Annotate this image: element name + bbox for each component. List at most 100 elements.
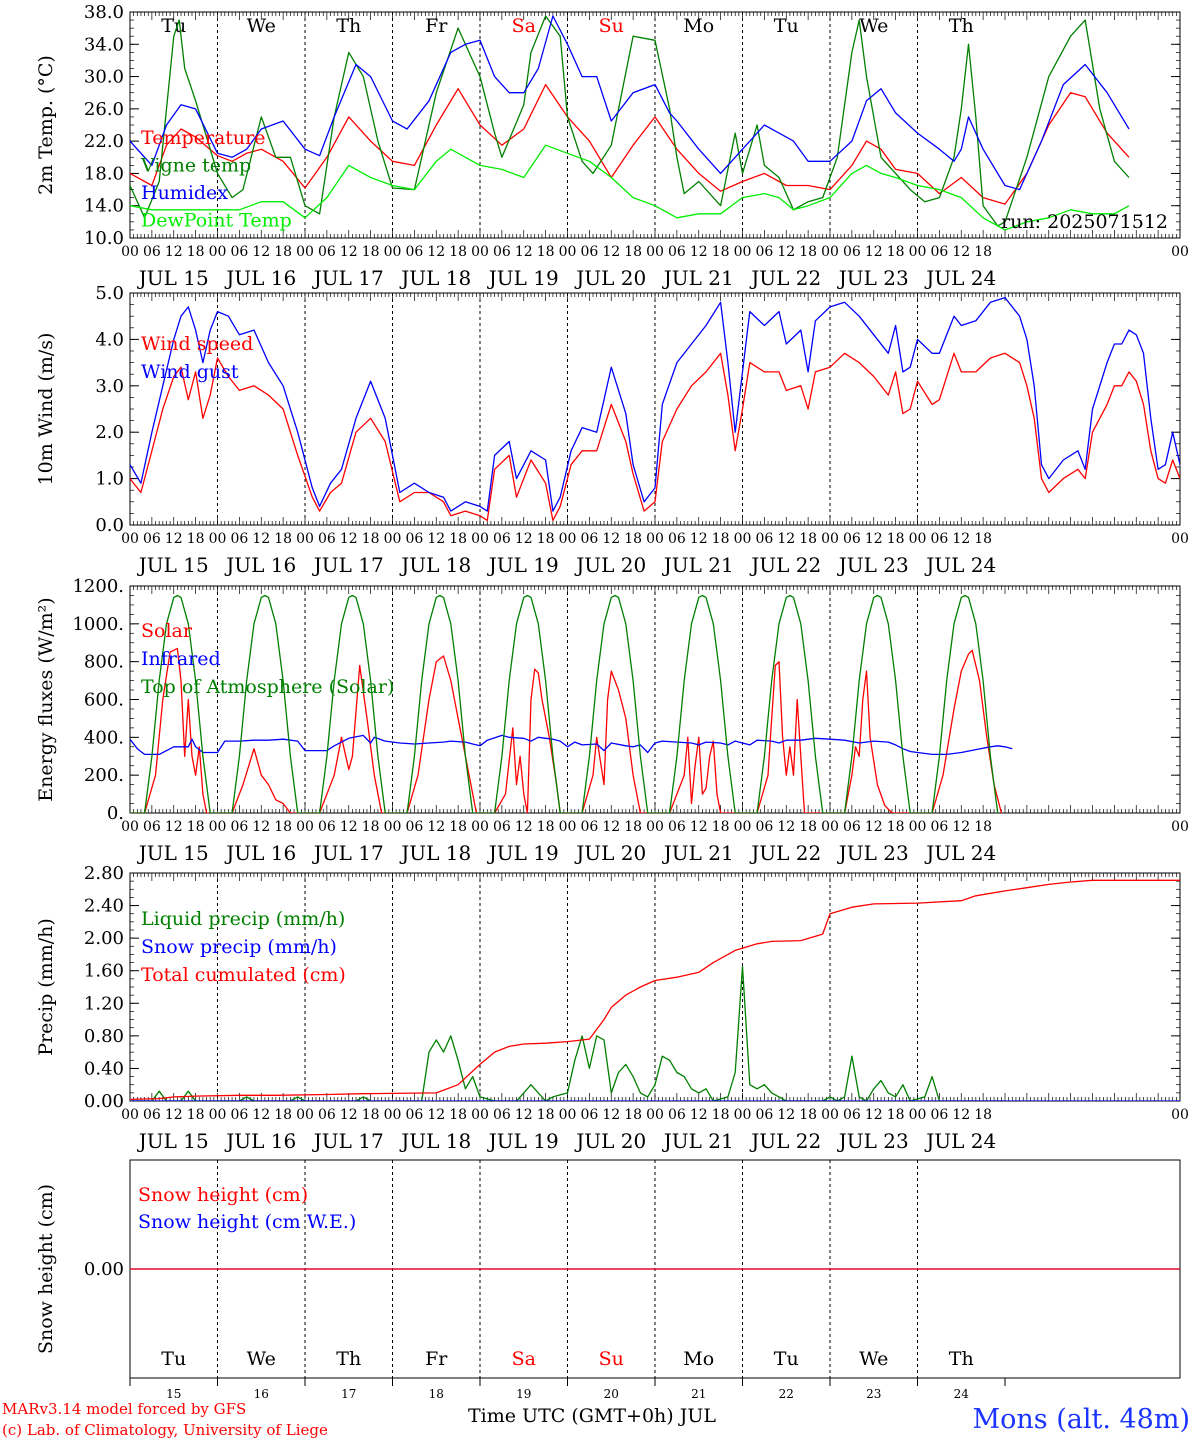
hour-label: 12 (690, 531, 708, 547)
y-tick-label: 1000. (72, 614, 124, 635)
y-tick-label: 38.0 (84, 2, 124, 23)
hour-label: 12 (340, 531, 358, 547)
hour-label: 06 (843, 244, 861, 260)
hour-label: 00 (384, 244, 402, 260)
hour-label: 06 (580, 819, 598, 835)
hour-label: 00 (909, 244, 927, 260)
weekday-label: Tu (774, 15, 799, 37)
hour-label: 00 (734, 1107, 752, 1123)
hour-label: 00 (471, 244, 489, 260)
y-axis-title: Snow height (cm) (35, 1184, 57, 1354)
hour-label: 00 (909, 819, 927, 835)
day-number-label: 23 (866, 1387, 881, 1401)
hour-label: 12 (515, 819, 533, 835)
hour-label: 18 (187, 531, 205, 547)
hour-label: 12 (602, 1107, 620, 1123)
panel-4: 0.00 0.40 0.80 1.20 1.60 2.00 2.40 2.80 Precip (… (35, 863, 1189, 1153)
date-label: JUL 16 (224, 266, 296, 290)
hour-label: 00 (559, 531, 577, 547)
hour-label: 06 (755, 1107, 773, 1123)
y-tick-label: 2.80 (84, 863, 124, 884)
weekday-label: Tu (774, 1348, 799, 1370)
panels: 10.0 14.0 18.0 22.0 26.0 30.0 34.0 38.0 2m Temp.… (35, 2, 1189, 1401)
y-tick-label: 1.0 (95, 469, 124, 490)
weekday-label: Tu (161, 1348, 186, 1370)
hour-label: 12 (252, 531, 270, 547)
y-tick-label: 0.0 (95, 515, 124, 536)
weekday-label: Sa (512, 15, 536, 37)
hour-label: 12 (165, 244, 183, 260)
hour-label: 06 (668, 244, 686, 260)
weekday-label: Mo (683, 1348, 714, 1370)
weekday-label: Su (599, 15, 624, 37)
hour-label: 18 (274, 244, 292, 260)
hour-label: 00 (821, 1107, 839, 1123)
hour-label: 06 (580, 1107, 598, 1123)
hour-label: 00 (734, 819, 752, 835)
day-number-label: 18 (429, 1387, 444, 1401)
date-label: JUL 18 (399, 553, 471, 577)
date-label: JUL 22 (749, 1129, 821, 1153)
hour-label: 12 (340, 819, 358, 835)
hour-label: 00 (121, 1107, 139, 1123)
weekday-label: Th (949, 15, 974, 37)
weekday-label: Tu (161, 15, 186, 37)
hour-label: 18 (362, 244, 380, 260)
hour-label: 06 (318, 1107, 336, 1123)
y-axis-title: Energy fluxes (W/m²) (35, 597, 57, 801)
hour-label: 12 (602, 244, 620, 260)
hour-label: 12 (777, 244, 795, 260)
hour-label: 00 (1171, 819, 1189, 835)
legend-entry: Top of Atmosphere (Solar) (141, 676, 394, 698)
legend-entry: Wind speed (141, 333, 253, 355)
y-tick-label: 400. (84, 727, 124, 748)
date-label: JUL 23 (837, 266, 909, 290)
hour-label: 06 (843, 1107, 861, 1123)
y-axis-title: 10m Wind (m/s) (35, 333, 57, 486)
date-label: JUL 20 (574, 553, 646, 577)
hour-label: 12 (777, 1107, 795, 1123)
date-label: JUL 16 (224, 553, 296, 577)
y-tick-label: 2.0 (95, 422, 124, 443)
hour-label: 00 (559, 1107, 577, 1123)
day-number-label: 17 (341, 1387, 356, 1401)
hour-label: 18 (624, 819, 642, 835)
hour-label: 12 (427, 1107, 445, 1123)
hour-label: 00 (821, 531, 839, 547)
y-tick-label: 0.00 (84, 1259, 124, 1280)
hour-label: 06 (230, 244, 248, 260)
y-tick-label: 1.20 (84, 993, 124, 1014)
weekday-label: We (859, 1348, 888, 1370)
hour-label: 00 (384, 531, 402, 547)
hour-label: 06 (668, 1107, 686, 1123)
hour-label: 12 (777, 531, 795, 547)
hour-label: 18 (362, 819, 380, 835)
hour-label: 18 (537, 819, 555, 835)
date-label: JUL 24 (924, 266, 996, 290)
hour-label: 06 (405, 244, 423, 260)
hour-label: 18 (974, 244, 992, 260)
hour-label: 18 (624, 531, 642, 547)
hour-label: 06 (930, 531, 948, 547)
weekday-label: Mo (683, 15, 714, 37)
hour-label: 18 (974, 531, 992, 547)
date-label: JUL 22 (749, 266, 821, 290)
hour-label: 12 (690, 244, 708, 260)
date-label: JUL 17 (312, 266, 384, 290)
series-line-temperature (130, 83, 1130, 205)
date-label: JUL 24 (924, 1129, 996, 1153)
hour-label: 00 (209, 244, 227, 260)
hour-label: 00 (471, 1107, 489, 1123)
hour-label: 06 (143, 819, 161, 835)
hour-label: 12 (865, 1107, 883, 1123)
date-label: JUL 17 (312, 1129, 384, 1153)
weekday-label: Th (336, 15, 361, 37)
hour-label: 06 (493, 819, 511, 835)
legend-entry: Infrared (141, 648, 221, 670)
day-number-label: 16 (254, 1387, 269, 1401)
weekday-label: Fr (425, 15, 448, 37)
hour-label: 12 (865, 244, 883, 260)
hour-label: 18 (537, 531, 555, 547)
